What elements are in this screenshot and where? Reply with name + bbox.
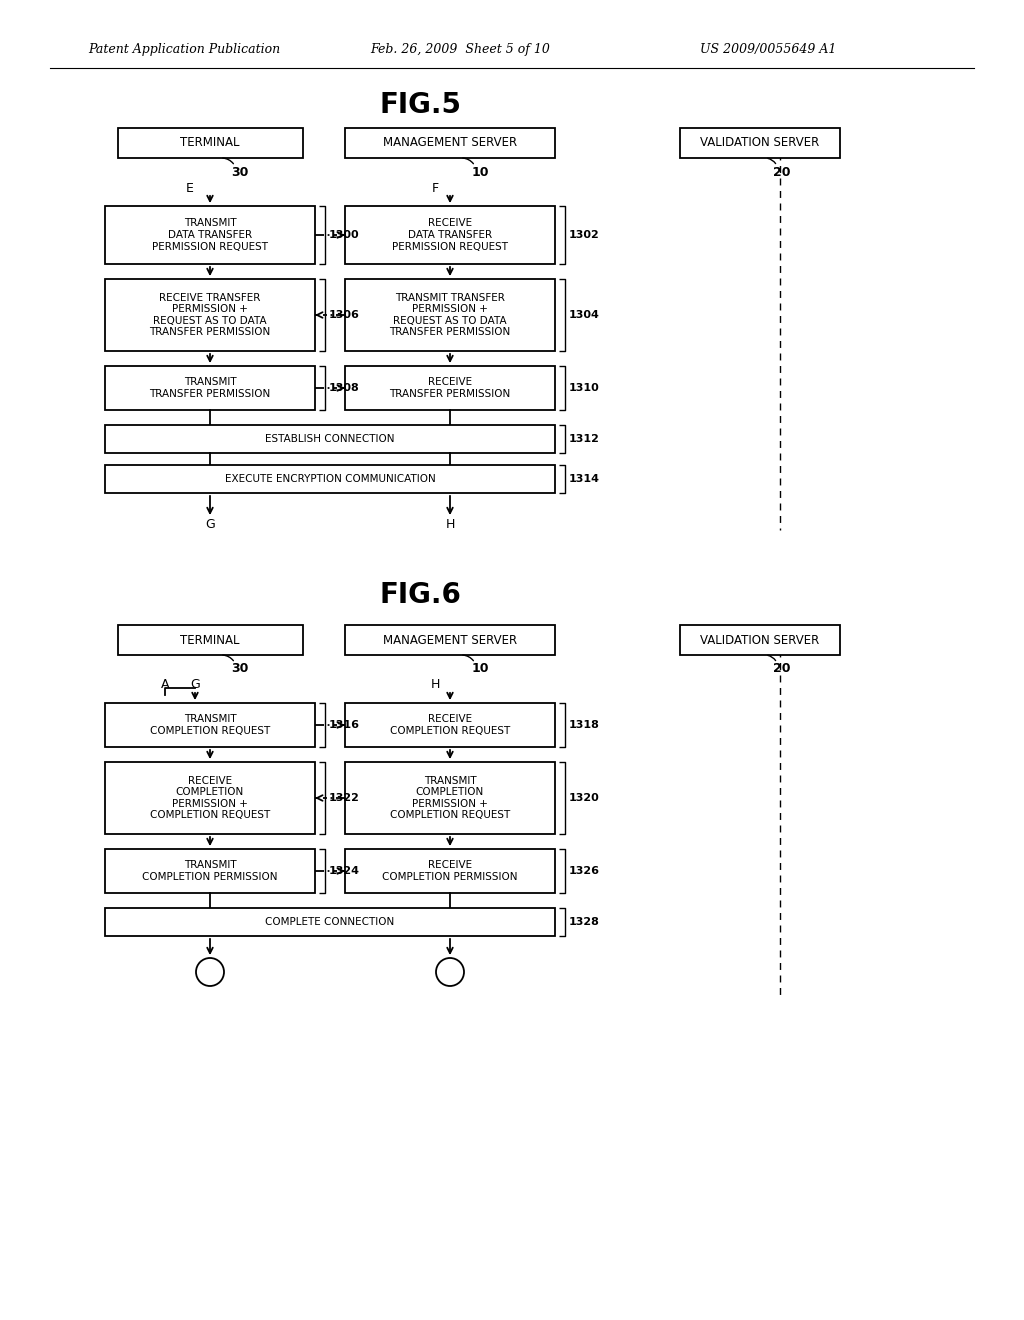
Bar	[345, 128, 555, 158]
Text: 1314: 1314	[569, 474, 600, 484]
Text: FIG.5: FIG.5	[379, 91, 461, 119]
Text: 1312: 1312	[569, 434, 600, 444]
Text: TERMINAL: TERMINAL	[180, 136, 240, 149]
Text: 1324: 1324	[329, 866, 360, 876]
Text: TERMINAL: TERMINAL	[180, 634, 240, 647]
Text: RECEIVE
TRANSFER PERMISSION: RECEIVE TRANSFER PERMISSION	[389, 378, 511, 399]
Text: A: A	[161, 678, 169, 692]
Bar	[680, 624, 840, 655]
Text: VALIDATION SERVER: VALIDATION SERVER	[700, 634, 819, 647]
Text: TRANSMIT
COMPLETION
PERMISSION +
COMPLETION REQUEST: TRANSMIT COMPLETION PERMISSION + COMPLET…	[390, 776, 510, 821]
Bar	[105, 366, 315, 411]
Bar	[118, 128, 302, 158]
Text: MANAGEMENT SERVER: MANAGEMENT SERVER	[383, 634, 517, 647]
Text: RECEIVE
COMPLETION
PERMISSION +
COMPLETION REQUEST: RECEIVE COMPLETION PERMISSION + COMPLETI…	[150, 776, 270, 821]
Text: 1300: 1300	[329, 230, 359, 240]
Bar	[105, 206, 315, 264]
Bar	[345, 366, 555, 411]
Text: 20: 20	[773, 165, 791, 178]
Bar	[345, 624, 555, 655]
Bar	[345, 762, 555, 834]
Text: TRANSMIT TRANSFER
PERMISSION +
REQUEST AS TO DATA
TRANSFER PERMISSION: TRANSMIT TRANSFER PERMISSION + REQUEST A…	[389, 293, 511, 338]
Text: RECEIVE
COMPLETION REQUEST: RECEIVE COMPLETION REQUEST	[390, 714, 510, 735]
Bar	[105, 279, 315, 351]
Text: 1318: 1318	[569, 719, 600, 730]
Text: G: G	[205, 519, 215, 532]
Bar	[345, 206, 555, 264]
Text: Feb. 26, 2009  Sheet 5 of 10: Feb. 26, 2009 Sheet 5 of 10	[370, 44, 550, 57]
Text: EXECUTE ENCRYPTION COMMUNICATION: EXECUTE ENCRYPTION COMMUNICATION	[224, 474, 435, 484]
Bar	[105, 762, 315, 834]
Text: TRANSMIT
TRANSFER PERMISSION: TRANSMIT TRANSFER PERMISSION	[150, 378, 270, 399]
Text: 10: 10	[471, 663, 488, 676]
Text: H: H	[445, 519, 455, 532]
Text: 1302: 1302	[569, 230, 600, 240]
Text: VALIDATION SERVER: VALIDATION SERVER	[700, 136, 819, 149]
Text: US 2009/0055649 A1: US 2009/0055649 A1	[700, 44, 837, 57]
Text: 10: 10	[471, 165, 488, 178]
Text: F: F	[431, 181, 438, 194]
Bar	[105, 465, 555, 492]
Text: TRANSMIT
COMPLETION REQUEST: TRANSMIT COMPLETION REQUEST	[150, 714, 270, 735]
Text: TRANSMIT
COMPLETION PERMISSION: TRANSMIT COMPLETION PERMISSION	[142, 861, 278, 882]
Text: E: E	[186, 181, 194, 194]
Bar	[105, 425, 555, 453]
Text: 30: 30	[231, 165, 249, 178]
Text: Patent Application Publication: Patent Application Publication	[88, 44, 281, 57]
Text: RECEIVE TRANSFER
PERMISSION +
REQUEST AS TO DATA
TRANSFER PERMISSION: RECEIVE TRANSFER PERMISSION + REQUEST AS…	[150, 293, 270, 338]
Bar	[345, 279, 555, 351]
Text: 1316: 1316	[329, 719, 360, 730]
Text: 1310: 1310	[569, 383, 600, 393]
Text: FIG.6: FIG.6	[379, 581, 461, 609]
Bar	[105, 704, 315, 747]
Text: 1320: 1320	[569, 793, 600, 803]
Text: 1306: 1306	[329, 310, 359, 319]
Text: RECEIVE
COMPLETION PERMISSION: RECEIVE COMPLETION PERMISSION	[382, 861, 518, 882]
Bar	[680, 128, 840, 158]
Text: 1304: 1304	[569, 310, 600, 319]
Text: COMPLETE CONNECTION: COMPLETE CONNECTION	[265, 917, 394, 927]
Text: MANAGEMENT SERVER: MANAGEMENT SERVER	[383, 136, 517, 149]
Text: 1322: 1322	[329, 793, 359, 803]
Text: 1328: 1328	[569, 917, 600, 927]
Text: 1326: 1326	[569, 866, 600, 876]
Text: 1308: 1308	[329, 383, 359, 393]
Bar	[345, 704, 555, 747]
Bar	[345, 849, 555, 894]
Text: 20: 20	[773, 663, 791, 676]
Text: 30: 30	[231, 663, 249, 676]
Bar	[105, 908, 555, 936]
Text: H: H	[430, 678, 439, 692]
Text: RECEIVE
DATA TRANSFER
PERMISSION REQUEST: RECEIVE DATA TRANSFER PERMISSION REQUEST	[392, 218, 508, 252]
Text: ESTABLISH CONNECTION: ESTABLISH CONNECTION	[265, 434, 394, 444]
Bar	[105, 849, 315, 894]
Text: TRANSMIT
DATA TRANSFER
PERMISSION REQUEST: TRANSMIT DATA TRANSFER PERMISSION REQUES…	[152, 218, 268, 252]
Text: G: G	[190, 678, 200, 692]
Bar	[118, 624, 302, 655]
